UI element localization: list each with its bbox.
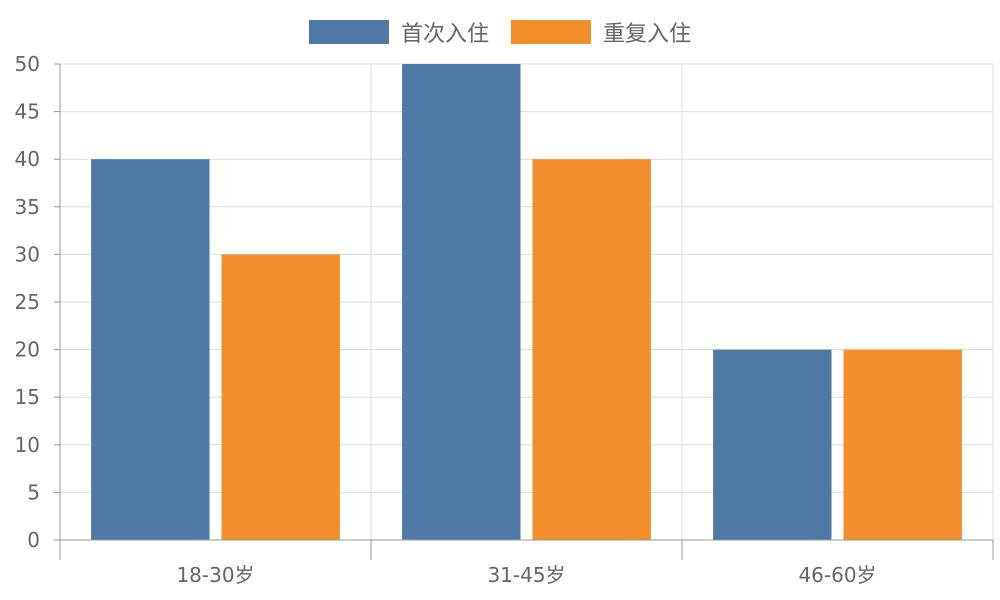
bar [843,349,962,540]
y-tick-label: 20 [15,338,40,362]
y-tick-label: 50 [15,52,40,76]
axes [54,63,994,560]
y-tick-labels: 0 5 10 15 20 25 30 35 40 45 50 [15,52,40,552]
bar [402,64,521,540]
y-tick-label: 45 [15,100,40,124]
y-tick-label: 15 [15,385,40,409]
bar [713,349,832,540]
bar [532,159,651,540]
y-tick-label: 10 [15,433,40,457]
legend-label: 重复入住 [603,22,691,47]
legend: 首次入住 重复入住 [308,20,691,47]
legend-swatch [511,20,591,44]
y-tick-label: 5 [27,480,40,504]
x-tick-labels: 18-30岁 31-45岁 46-60岁 [176,563,876,587]
y-tick-label: 0 [27,528,40,552]
y-tick-label: 30 [15,242,40,266]
legend-swatch [308,20,389,44]
bars [91,64,962,540]
y-tick-label: 25 [15,290,40,314]
x-tick-label: 18-30岁 [176,563,254,587]
bar [91,159,210,540]
legend-label: 首次入住 [401,22,489,47]
y-tick-label: 40 [15,147,40,171]
bar [221,254,340,540]
x-tick-label: 46-60岁 [798,563,876,587]
y-gridlines [60,63,993,493]
x-tick-label: 31-45岁 [487,563,565,587]
y-tick-label: 35 [15,195,40,219]
